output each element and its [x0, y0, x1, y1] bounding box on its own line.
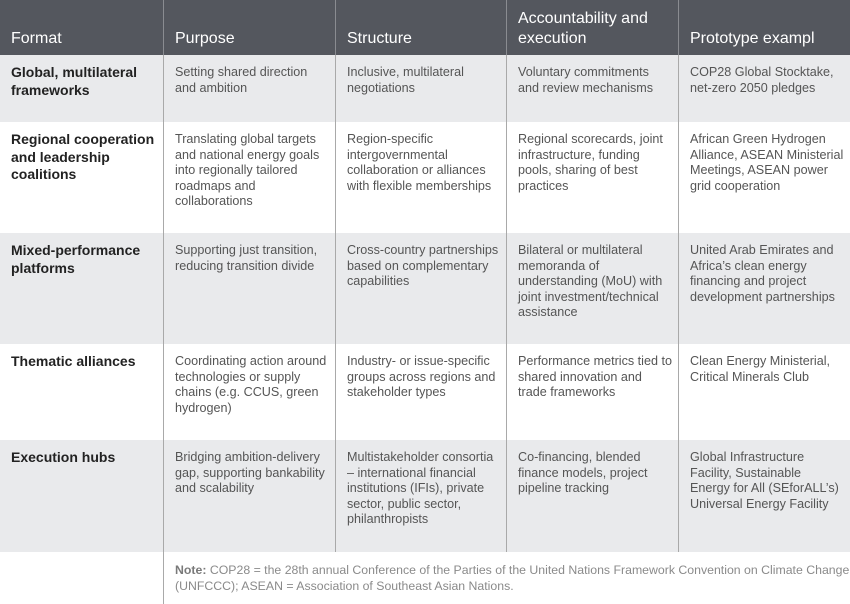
header-format: Format — [11, 29, 62, 47]
note-row: Note: COP28 = the 28th annual Conference… — [0, 552, 850, 604]
row-prototype: COP28 Global Stocktake, net-zero 2050 pl… — [678, 55, 850, 122]
row-prototype: Clean Energy Ministerial, Critical Miner… — [678, 344, 850, 440]
header-prototype: Prototype exampl — [678, 0, 850, 55]
row-purpose: Bridging ambition-delivery gap, supporti… — [163, 440, 335, 552]
row-structure: Inclusive, multilateral negotiations — [335, 55, 506, 122]
row-prototype: Global Infrastructure Facility, Sustaina… — [678, 440, 850, 552]
row-purpose: Supporting just transition, reducing tra… — [163, 233, 335, 344]
table-row: Regional cooperation and leadership coal… — [0, 122, 850, 233]
table-row: Mixed-performance platforms Supporting j… — [0, 233, 850, 344]
row-accountability: Bilateral or multilateral memoranda of u… — [506, 233, 678, 344]
row-purpose: Translating global targets and national … — [163, 122, 335, 233]
row-accountability: Performance metrics tied to shared innov… — [506, 344, 678, 440]
table-row: Execution hubs Bridging ambition-deliver… — [0, 440, 850, 552]
table-row: Global, multilateral frameworks Setting … — [0, 55, 850, 122]
row-prototype: African Green Hydrogen Alliance, ASEAN M… — [678, 122, 850, 233]
row-structure: Industry- or issue-specific groups acros… — [335, 344, 506, 440]
row-purpose: Setting shared direction and ambition — [163, 55, 335, 122]
row-structure: Multistakeholder consortia – internation… — [335, 440, 506, 552]
header-accountability: Accountability and execution — [506, 0, 678, 55]
note-text: COP28 = the 28th annual Conference of th… — [175, 563, 850, 593]
table-note: Note: COP28 = the 28th annual Conference… — [163, 552, 850, 604]
row-prototype: United Arab Emirates and Africa’s clean … — [678, 233, 850, 344]
table-header-row: Format Purpose Structure Accountability … — [0, 0, 850, 55]
row-accountability: Regional scorecards, joint infrastructur… — [506, 122, 678, 233]
header-structure: Structure — [335, 0, 506, 55]
table-row: Thematic alliances Coordinating action a… — [0, 344, 850, 440]
row-format: Thematic alliances — [11, 353, 136, 369]
row-structure: Cross-country partnerships based on comp… — [335, 233, 506, 344]
row-accountability: Co-financing, blended finance models, pr… — [506, 440, 678, 552]
row-format: Global, multilateral frameworks — [11, 64, 138, 98]
row-accountability: Voluntary commitments and review mechani… — [506, 55, 678, 122]
row-format: Execution hubs — [11, 449, 116, 465]
row-structure: Region-specific intergovernmental collab… — [335, 122, 506, 233]
note-spacer — [0, 552, 163, 604]
note-label: Note: — [175, 563, 207, 577]
row-purpose: Coordinating action around technologies … — [163, 344, 335, 440]
row-format: Mixed-performance platforms — [11, 242, 141, 276]
row-format: Regional cooperation and leadership coal… — [11, 131, 155, 182]
header-purpose: Purpose — [163, 0, 335, 55]
